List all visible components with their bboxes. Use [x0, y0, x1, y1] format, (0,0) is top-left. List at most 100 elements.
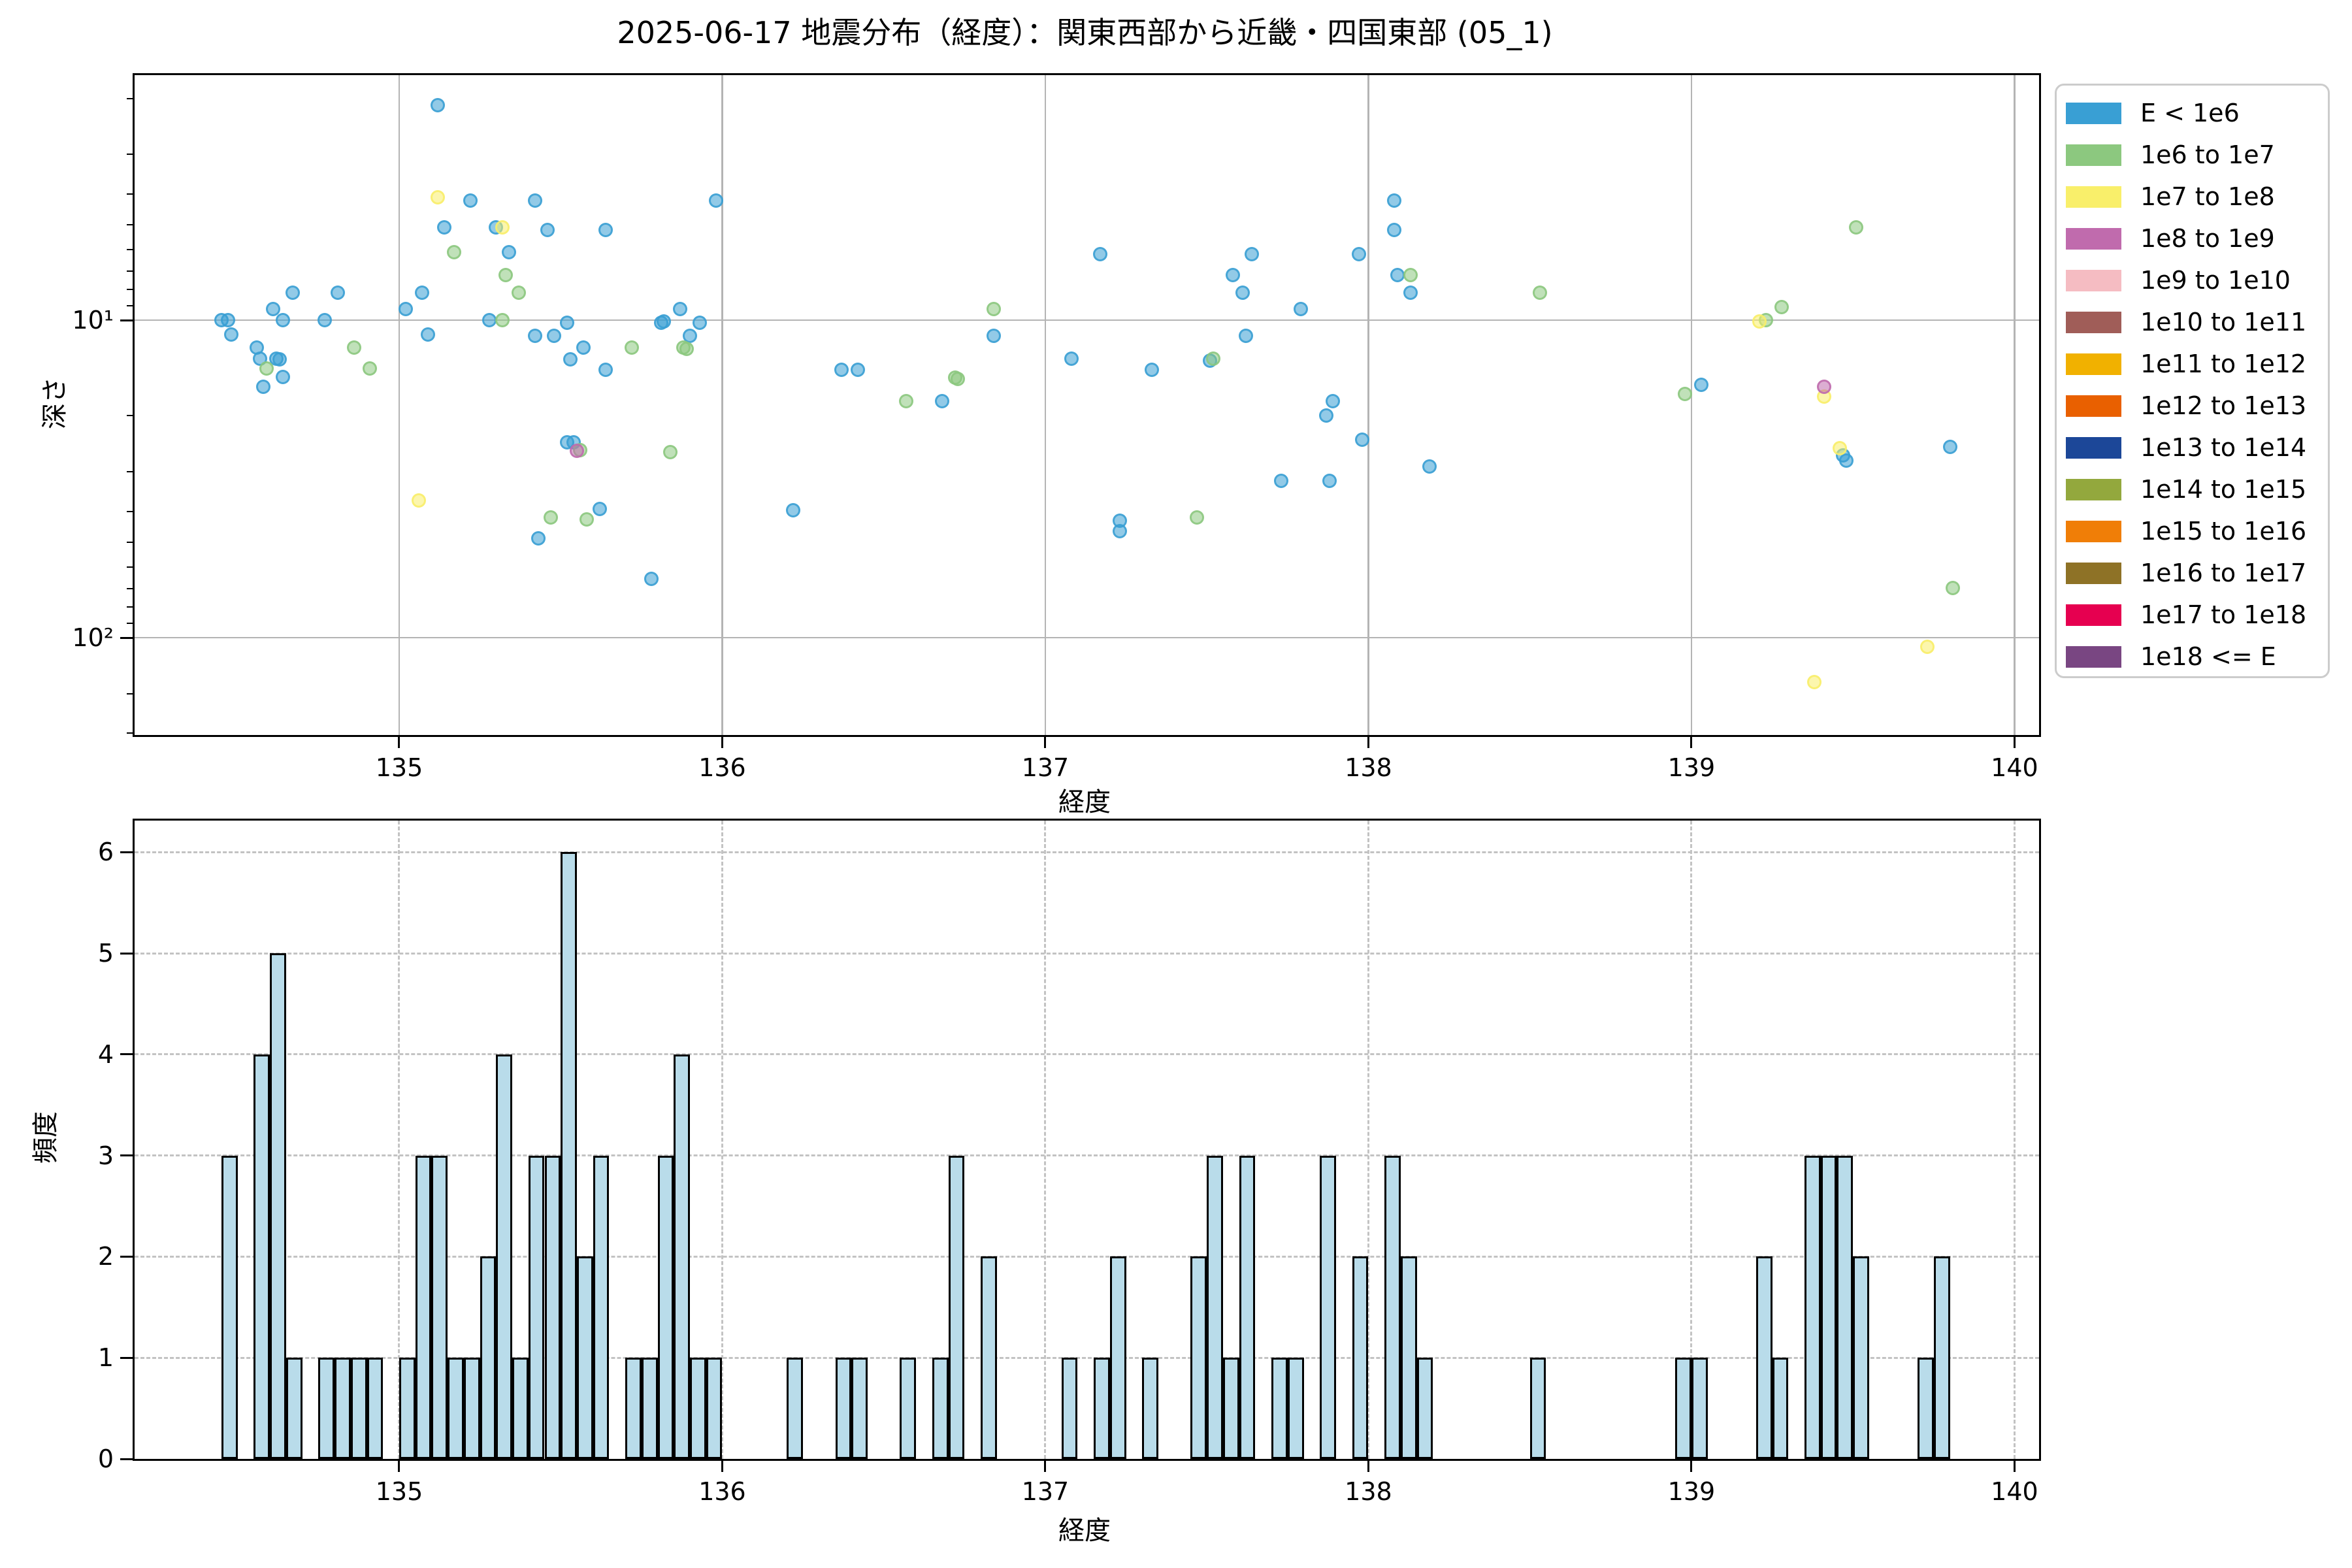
- legend-swatch: [2066, 562, 2121, 584]
- histogram-bar: [1222, 1358, 1239, 1459]
- histogram-axes: 135 136 137 138 139 140 0 1 2 3 4 5 6: [98, 819, 2041, 1506]
- scatter-point: [1946, 580, 1961, 595]
- gridline-y: [135, 1356, 2039, 1359]
- y-tick-label: 10²: [72, 623, 114, 652]
- histogram-bar: [787, 1358, 804, 1459]
- histogram-bar: [657, 1155, 674, 1459]
- scatter-point: [1293, 301, 1308, 316]
- histogram-bar: [1400, 1256, 1417, 1459]
- scatter-point: [411, 493, 426, 508]
- gridline-x: [2013, 821, 2016, 1459]
- x-tick: [721, 1459, 723, 1472]
- histogram-bar: [1190, 1256, 1207, 1459]
- histogram-bar: [512, 1358, 529, 1459]
- gridline-x: [398, 821, 400, 1459]
- histogram-bar: [221, 1155, 238, 1459]
- scatter-point: [275, 313, 290, 328]
- scatter-point: [495, 220, 510, 235]
- y-tick: [120, 952, 135, 955]
- scatter-point: [463, 193, 478, 208]
- scatter-point: [1839, 453, 1854, 468]
- scatter-point: [527, 193, 542, 208]
- legend-item-label: 1e15 to 1e16: [2140, 517, 2307, 546]
- scatter-point: [673, 301, 688, 316]
- histogram-bar: [948, 1155, 965, 1459]
- scatter-point: [256, 379, 271, 394]
- histogram-bar: [1109, 1256, 1126, 1459]
- legend-item-label: 1e7 to 1e8: [2140, 182, 2275, 211]
- x-tick: [398, 1459, 400, 1472]
- x-tick-label: 139: [1667, 753, 1716, 782]
- scatter-point: [1354, 433, 1369, 448]
- scatter-point: [266, 301, 281, 316]
- scatter-point: [363, 361, 378, 376]
- gridline-x: [398, 75, 400, 735]
- legend-item-label: 1e6 to 1e7: [2140, 140, 2275, 169]
- histogram-bar: [253, 1054, 270, 1459]
- y-tick-label: 6: [97, 838, 114, 867]
- histogram-bar: [706, 1358, 723, 1459]
- legend-swatch: [2066, 436, 2121, 459]
- legend-swatch: [2066, 478, 2121, 500]
- y-minor-tick: [127, 154, 135, 155]
- scatter-point: [1206, 351, 1221, 366]
- scatter-point: [708, 193, 723, 208]
- y-minor-tick: [127, 541, 135, 543]
- histogram-bar: [1207, 1155, 1223, 1459]
- scatter-point: [275, 370, 290, 385]
- legend-item-label: 1e12 to 1e13: [2140, 391, 2307, 420]
- scatter-point: [1403, 267, 1418, 282]
- scatter-point: [934, 394, 949, 409]
- y-tick: [120, 1154, 135, 1157]
- scatter-point: [951, 371, 966, 386]
- histogram-bar: [1094, 1358, 1110, 1459]
- scatter-point: [851, 362, 866, 377]
- scatter-point: [563, 352, 578, 367]
- x-tick: [1367, 735, 1369, 748]
- scatter-point: [346, 340, 361, 355]
- legend-item-label: 1e16 to 1e17: [2140, 559, 2307, 587]
- x-tick: [2013, 1459, 2016, 1472]
- y-minor-tick: [127, 622, 135, 624]
- scatter-point: [1322, 474, 1337, 489]
- legend-item-label: 1e10 to 1e11: [2140, 308, 2307, 336]
- y-tick-label: 2: [97, 1242, 114, 1271]
- scatter-point: [1112, 524, 1127, 539]
- x-tick-label: 137: [1021, 1477, 1070, 1506]
- y-tick: [120, 319, 135, 321]
- x-tick-label: 136: [698, 753, 746, 782]
- y-minor-tick: [127, 304, 135, 306]
- x-tick-label: 138: [1345, 1477, 1392, 1506]
- scatter-point: [1774, 300, 1789, 315]
- hist-xlabel: 経度: [1058, 1516, 1111, 1546]
- y-minor-tick: [127, 270, 135, 272]
- scatter-point: [540, 223, 555, 238]
- scatter-point: [1387, 193, 1401, 208]
- y-tick: [120, 1053, 135, 1056]
- legend-swatch: [2066, 395, 2121, 417]
- histogram-bar: [1384, 1155, 1401, 1459]
- histogram-bar: [431, 1155, 448, 1459]
- histogram-bar: [1853, 1256, 1869, 1459]
- scatter-point: [223, 327, 238, 342]
- legend-item-label: 1e18 <= E: [2140, 642, 2276, 671]
- gridline-x: [1367, 821, 1369, 1459]
- gridline-x: [1044, 75, 1047, 735]
- scatter-point: [502, 244, 517, 259]
- histogram-bar: [350, 1358, 367, 1459]
- histogram-bar: [1691, 1358, 1708, 1459]
- gridline-x: [1044, 821, 1047, 1459]
- scatter-point: [272, 352, 287, 367]
- hist-ylabel: 頻度: [31, 1111, 61, 1164]
- scatter-point: [598, 223, 613, 238]
- histogram-bar: [576, 1256, 593, 1459]
- histogram-bar: [1675, 1358, 1691, 1459]
- scatter-point: [1387, 223, 1401, 238]
- x-tick: [398, 735, 400, 748]
- scatter-point: [220, 313, 235, 328]
- scatter-point: [1064, 351, 1079, 366]
- histogram-bar: [851, 1358, 868, 1459]
- histogram-bar: [561, 852, 577, 1459]
- scatter-point: [1919, 640, 1935, 655]
